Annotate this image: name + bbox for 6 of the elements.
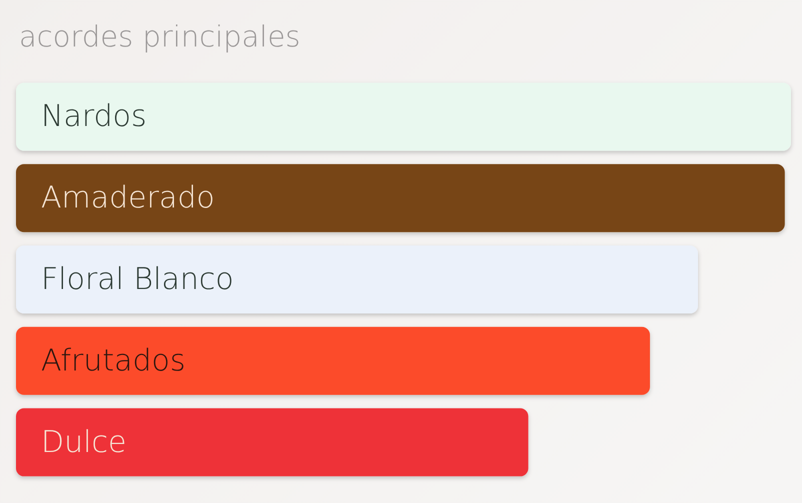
y-tick-label: Nardos <box>41 99 147 134</box>
y-tick-label: Dulce <box>41 424 126 460</box>
y-tick-label: Amaderado <box>41 180 215 216</box>
chart-title: acordes principales <box>19 20 300 54</box>
y-tick-label: Afrutados <box>41 343 186 378</box>
y-tick-label: Floral Blanco <box>41 262 234 297</box>
